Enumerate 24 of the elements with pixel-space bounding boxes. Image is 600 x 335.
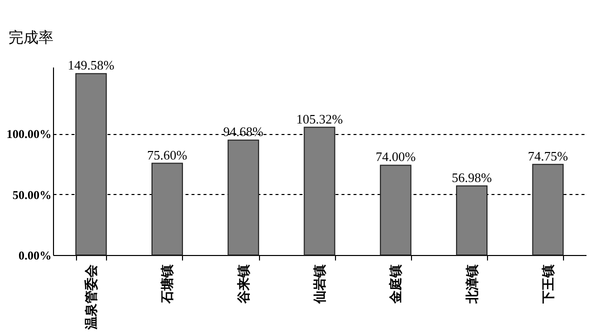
bar: [304, 126, 336, 256]
bar: [532, 164, 564, 256]
bar: [380, 164, 412, 256]
bar: [228, 140, 260, 256]
y-axis-title: 完成率: [8, 30, 54, 46]
bar: [151, 162, 183, 256]
x-tick-label: 金庭镇: [388, 264, 404, 304]
y-tick-label: 100.00%: [6, 127, 52, 142]
data-label: 74.75%: [528, 148, 568, 164]
y-tick-label: 0.00%: [18, 248, 52, 262]
data-label: 74.00%: [376, 149, 416, 164]
bar: [75, 73, 107, 256]
x-tick-label: 北漳镇: [464, 264, 480, 304]
bar: [456, 185, 488, 256]
x-tick-label: 温泉管委会: [84, 264, 100, 330]
data-label: 56.98%: [452, 170, 492, 185]
x-tick-label: 石塘镇: [160, 264, 176, 304]
x-tick-label: 下王镇: [541, 264, 556, 304]
x-tick-label: 谷来镇: [236, 264, 252, 304]
data-label: 105.32%: [296, 111, 343, 126]
x-tick-label: 仙岩镇: [313, 264, 328, 304]
data-label: 149.58%: [68, 58, 115, 73]
data-label: 75.60%: [147, 147, 188, 162]
y-tick-label: 50.00%: [12, 188, 52, 202]
